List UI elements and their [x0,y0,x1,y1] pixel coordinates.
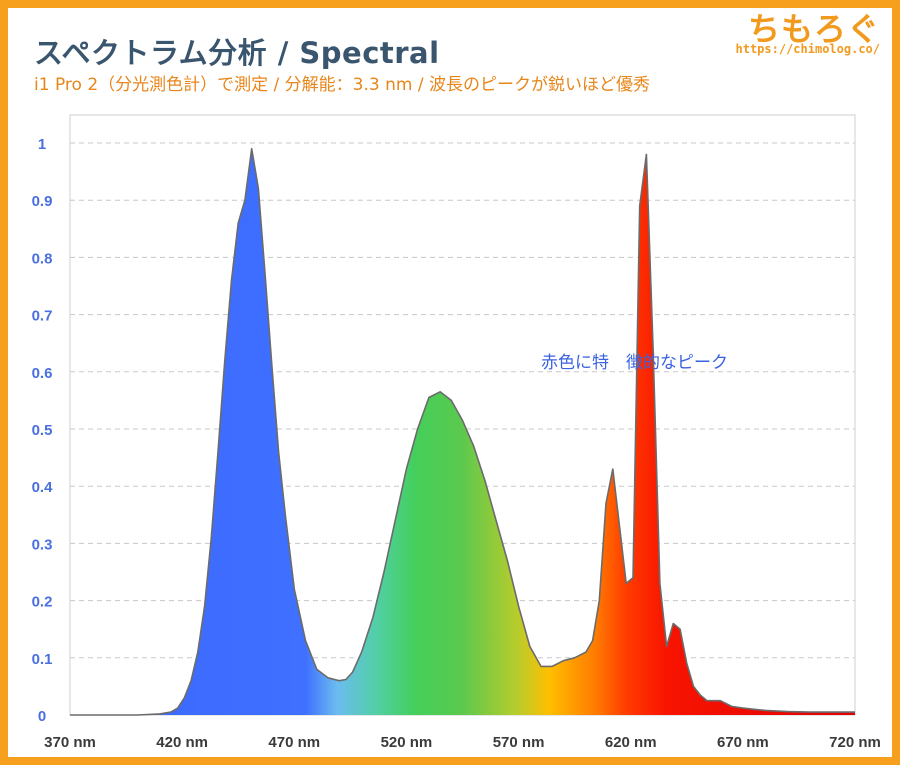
y-tick-label: 0 [38,708,46,725]
x-tick-label: 720 nm [829,734,881,751]
site-url: https://chimolog.co/ [735,42,881,56]
x-tick-label: 520 nm [381,734,433,751]
red-peak-annotation: 赤色に特 徴的なピーク [541,353,728,373]
x-tick-label: 470 nm [268,734,320,751]
y-tick-label: 0.6 [32,365,53,382]
y-tick-labels: 0 0.1 0.2 0.3 0.4 0.5 0.6 0.7 0.8 0.9 1 [32,136,54,725]
y-tick-label: 0.1 [32,651,53,668]
spectrum-line [70,147,855,716]
x-tick-label: 570 nm [493,734,545,751]
x-tick-label: 420 nm [156,734,208,751]
x-tick-label: 620 nm [605,734,657,751]
x-tick-label: 370 nm [44,734,96,751]
y-tick-label: 0.8 [32,250,53,267]
y-tick-label: 0.5 [32,422,53,439]
chart-title: スペクトラム分析 / Spectral [34,36,440,70]
x-tick-label: 670 nm [717,734,769,751]
chart-subtitle: i1 Pro 2（分光測色計）で測定 / 分解能：3.3 nm / 波長のピーク… [34,75,650,95]
x-tick-labels: 370 nm 420 nm 470 nm 520 nm 570 nm 620 nm 670 … [44,734,881,751]
series-area-layer [70,147,855,716]
y-tick-label: 0.3 [32,536,53,553]
site-logo: ちもろぐ [747,10,880,48]
y-tick-label: 1 [38,136,46,153]
y-tick-label: 0.9 [32,193,53,210]
y-tick-label: 0.2 [32,594,53,611]
y-tick-label: 0.7 [32,308,53,325]
y-tick-label: 0.4 [32,479,54,496]
